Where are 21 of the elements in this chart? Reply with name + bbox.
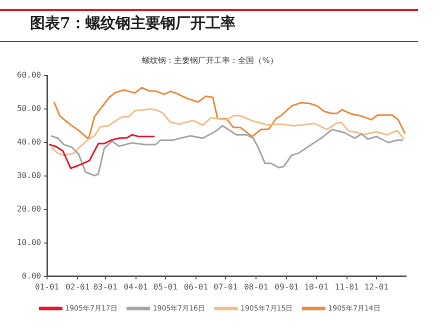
- x-tick-label: 07-01: [214, 282, 238, 292]
- y-tick-label: 40.00: [16, 138, 42, 147]
- chart-subtitle: 螺纹钢：主要钢厂开工率：全国（%）: [142, 56, 278, 65]
- x-tick-label: 04-01: [124, 282, 148, 292]
- x-tick-label: 01-01: [35, 282, 60, 292]
- x-tick-label: 11-01: [334, 282, 360, 292]
- x-tick-label: 05-01: [153, 282, 178, 292]
- x-tick-label: 03-01: [93, 282, 118, 292]
- y-tick-label: 30.00: [16, 171, 42, 180]
- chart-title: 图表7：螺纹钢主要钢厂开工率: [30, 14, 236, 33]
- y-tick-label: 10.00: [16, 238, 42, 248]
- x-tick-label: 10-01: [304, 282, 328, 292]
- y-tick-label: 0.00: [22, 271, 42, 280]
- x-tick-label: 02-01: [66, 282, 90, 292]
- x-tick-label: 09-01: [274, 282, 299, 292]
- y-tick-label: 50.00: [16, 104, 42, 114]
- x-tick-label: 06-01: [184, 282, 208, 292]
- y-tick-label: 20.00: [16, 204, 42, 214]
- y-tick-label: 60.00: [16, 70, 42, 80]
- x-tick-label: 12-01: [364, 282, 389, 292]
- x-tick-label: 08-01: [244, 282, 268, 292]
